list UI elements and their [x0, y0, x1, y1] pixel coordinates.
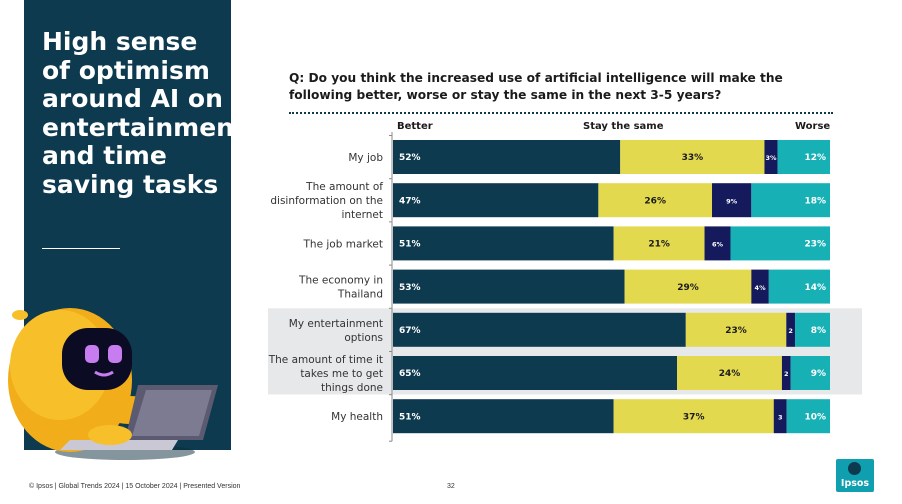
data-label: 51% [399, 412, 421, 422]
data-label: 24% [719, 369, 741, 379]
data-label: 47% [399, 196, 421, 206]
bar-segment-worse-minor [704, 226, 731, 261]
bar-segment-better [393, 399, 614, 434]
data-label: 6% [712, 241, 724, 249]
column-header-stay-same: Stay the same [583, 121, 664, 132]
data-label: 21% [648, 240, 670, 250]
bar-segment-same [685, 312, 787, 347]
bar-segment-better [393, 226, 614, 261]
data-label: 51% [399, 240, 421, 250]
data-label: 9% [811, 369, 826, 379]
data-label: 26% [644, 196, 666, 206]
bar-segment-worse-minor [751, 269, 769, 304]
category-label: The amount of time it takes me to get thin… [268, 354, 383, 394]
data-label: 8% [811, 326, 826, 336]
bar-segment-same [613, 399, 774, 434]
bar-segment-worse [768, 269, 830, 304]
data-label: 53% [399, 283, 421, 293]
title-underline [42, 248, 120, 249]
category-label: The amount of disinformation on the intern… [270, 181, 383, 221]
bar-segment-better [393, 356, 678, 390]
bar-segment-worse [795, 312, 830, 347]
bar-segment-worse-minor [764, 140, 778, 174]
survey-question: Q: Do you think the increased use of art… [289, 71, 783, 102]
category-label: My entertainment options [289, 318, 383, 344]
data-label: 37% [683, 412, 705, 422]
bar-segment-worse-minor [781, 356, 791, 390]
bar-segment-worse [751, 183, 830, 218]
bar-segment-same [624, 269, 752, 304]
category-label: The job market [303, 238, 383, 250]
data-label: 33% [682, 153, 704, 163]
data-label: 4% [755, 284, 767, 292]
logo-mark-icon [848, 462, 861, 475]
bar-segment-worse-minor [712, 183, 752, 218]
question-divider [289, 112, 833, 114]
data-label: 67% [399, 326, 421, 336]
data-label: 29% [677, 283, 699, 293]
robot-illustration [8, 308, 218, 460]
data-label: 52% [399, 153, 421, 163]
category-label: The economy in Thailand [298, 275, 383, 301]
data-label: 23% [804, 240, 826, 250]
column-header-better: Better [397, 121, 433, 132]
category-label: My job [348, 152, 383, 164]
data-label: 18% [804, 196, 826, 206]
category-label: My health [331, 411, 383, 423]
column-header-worse: Worse [795, 121, 831, 132]
data-label: 14% [804, 283, 826, 293]
bar-segment-better [393, 183, 599, 218]
bar-segment-worse-minor [786, 312, 796, 347]
bar-segment-worse [777, 140, 830, 174]
data-label: 23% [725, 326, 747, 336]
page-number: 32 [447, 483, 455, 490]
bar-segment-better [393, 269, 625, 304]
bar-segment-worse [730, 226, 830, 261]
data-label: 65% [399, 369, 421, 379]
data-label: 2 [784, 370, 789, 378]
data-label: 9% [726, 197, 738, 205]
bar-segment-same [598, 183, 713, 218]
logo-text: Ipsos [840, 478, 870, 489]
data-label: 12% [804, 153, 826, 163]
ipsos-logo: Ipsos [836, 459, 874, 492]
data-label: 2 [788, 327, 793, 335]
data-label: 3% [765, 154, 777, 162]
page-title: High sense of optimism around AI on ente… [42, 27, 246, 199]
bar-segment-worse [786, 399, 830, 434]
data-label: 3 [778, 413, 783, 421]
bar-segment-better [393, 312, 686, 347]
bar-segment-same [620, 140, 765, 174]
data-label: 10% [804, 412, 826, 422]
bar-segment-same [677, 356, 782, 390]
bar-segment-same [613, 226, 705, 261]
bar-segment-worse [790, 356, 830, 390]
footer-source: © Ipsos | Global Trends 2024 | 15 Octobe… [29, 483, 241, 490]
bar-segment-better [393, 140, 621, 174]
bar-segment-worse-minor [773, 399, 787, 434]
